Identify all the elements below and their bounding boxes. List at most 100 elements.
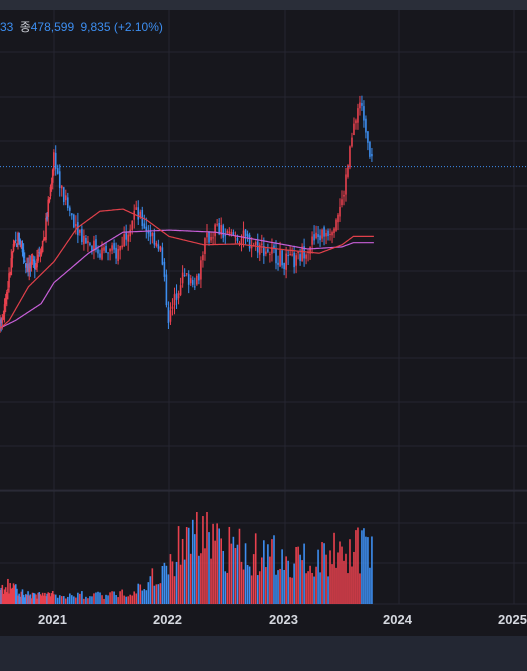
close-label: 종 <box>19 20 31 34</box>
candle-body <box>38 252 41 254</box>
candle-body <box>137 207 140 220</box>
volume-bar <box>191 519 194 604</box>
candle-body <box>295 255 297 266</box>
x-tick-label: 2025 <box>498 612 527 627</box>
volume-bar <box>8 593 10 604</box>
volume-bar <box>79 593 81 604</box>
volume-bar <box>4 587 7 604</box>
candle-body <box>337 214 339 223</box>
candle-body <box>119 245 121 251</box>
volume-bar <box>14 584 17 604</box>
candle-body <box>48 198 51 203</box>
candle-body <box>169 310 172 322</box>
candle-body <box>299 254 301 261</box>
candle-body <box>181 272 184 284</box>
volume-bar <box>48 592 51 604</box>
volume-bar <box>131 595 133 604</box>
volume-bar <box>107 595 109 604</box>
candle-body <box>271 247 273 254</box>
volume-bar <box>351 566 353 604</box>
candle-body <box>250 245 253 249</box>
volume-bar <box>187 527 190 604</box>
volume-bar <box>244 543 247 604</box>
volume-bar <box>224 571 227 604</box>
candle-body <box>212 237 214 239</box>
candle-body <box>349 146 351 168</box>
candle-body <box>129 229 131 237</box>
volume-bar <box>56 597 59 604</box>
candle-body <box>35 264 37 269</box>
candle-body <box>9 273 11 275</box>
volume-bar <box>185 527 188 604</box>
volume-bar <box>163 562 166 604</box>
volume-bar <box>17 595 19 604</box>
volume-bar <box>212 523 214 604</box>
candle-body <box>321 229 323 239</box>
volume-bar <box>299 554 301 604</box>
candle-body <box>281 250 283 266</box>
volume-bar <box>210 558 212 604</box>
candle-body <box>171 306 174 309</box>
volume-bar <box>103 598 105 604</box>
chart-plot-area[interactable] <box>0 10 527 636</box>
candle-body <box>3 304 6 314</box>
volume-bar <box>161 565 164 604</box>
candle-body <box>357 108 359 123</box>
volume-bar <box>20 591 23 604</box>
volume-bar <box>153 585 156 604</box>
volume-bar <box>38 592 41 604</box>
volume-bar <box>369 567 371 604</box>
candle-body <box>273 245 275 249</box>
volume-bar <box>157 584 160 604</box>
volume-bar <box>135 593 138 604</box>
candle-body <box>13 240 16 246</box>
volume-bar <box>49 596 52 604</box>
volume-bar <box>353 551 355 604</box>
candle-body <box>18 233 20 242</box>
candle-body <box>103 247 105 251</box>
volume-bar <box>64 598 67 604</box>
volume-bar <box>83 598 85 604</box>
candle-body <box>51 169 54 183</box>
volume-bar <box>75 597 77 604</box>
volume-bar <box>357 527 359 604</box>
candle-body <box>42 238 45 241</box>
candle-body <box>224 235 227 237</box>
volume-bar <box>44 592 46 604</box>
volume-bar <box>99 592 101 604</box>
candle-body <box>25 263 27 268</box>
volume-bar <box>263 540 265 604</box>
volume-bar <box>218 528 220 604</box>
volume-bar <box>36 598 38 604</box>
volume-bar <box>29 594 32 604</box>
candle-body <box>125 232 127 240</box>
candle-body <box>151 232 154 237</box>
volume-bar <box>333 532 335 604</box>
candle-body <box>19 239 22 246</box>
candle-body <box>4 297 7 305</box>
candle-body <box>39 252 42 255</box>
candle-body <box>159 246 162 251</box>
candle-body <box>8 273 10 288</box>
candle-body <box>327 230 329 237</box>
candle-body <box>36 258 38 268</box>
volume-bar <box>28 595 30 604</box>
candle-body <box>345 174 347 195</box>
candle-body <box>157 244 160 249</box>
candle-body <box>46 216 48 220</box>
volume-bar <box>230 543 233 604</box>
candle-body <box>14 239 17 242</box>
candle-body <box>185 273 188 275</box>
volume-bar <box>173 576 176 604</box>
candle-body <box>29 262 32 269</box>
candle-body <box>309 246 311 254</box>
candle-body <box>161 247 164 265</box>
candle-body <box>50 183 53 185</box>
candle-body <box>91 246 93 251</box>
volume-bar <box>254 533 257 604</box>
volume-bar <box>13 585 16 604</box>
candle-body <box>16 243 18 248</box>
candle-body <box>289 254 291 256</box>
